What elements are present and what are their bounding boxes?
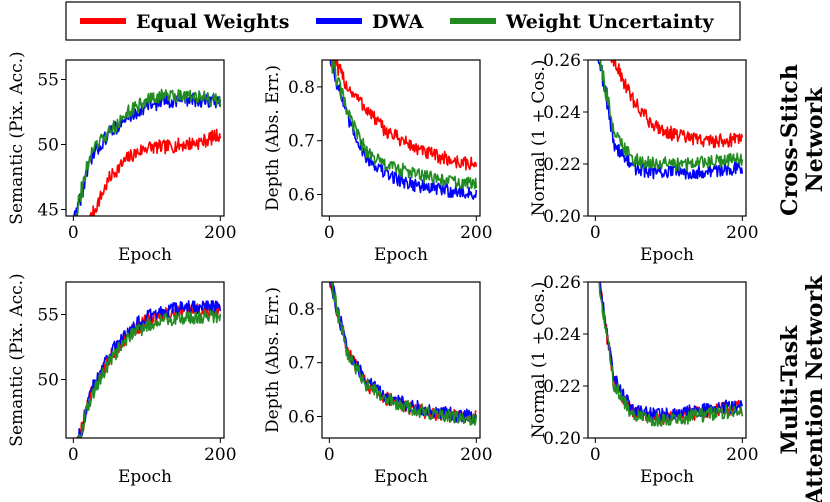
x-tick-label: 200 bbox=[460, 445, 492, 465]
panel-r0-c1: 0 200 0.6 0.7 0.8 Epoch Depth (Abs. Err.) bbox=[263, 59, 493, 265]
series-line-weight-uncertainty bbox=[329, 60, 478, 190]
y-tick-label: 0.6 bbox=[288, 185, 315, 205]
series-line-weight-uncertainty bbox=[78, 309, 222, 438]
series-line-equal-weights bbox=[598, 282, 743, 426]
row-label-bottom-line1: Multi-Task bbox=[777, 325, 803, 455]
legend-label-equal-weights: Equal Weights bbox=[136, 11, 289, 33]
plot-frame bbox=[587, 59, 747, 217]
y-tick-label: 0.24 bbox=[543, 103, 581, 123]
y-axis-label: Depth (Abs. Err.) bbox=[263, 287, 283, 433]
row-label-top: Cross-Stitch Network bbox=[777, 64, 828, 216]
series-line-weight-uncertainty bbox=[598, 282, 744, 427]
legend: Equal Weights DWA Weight Uncertainty bbox=[65, 1, 741, 41]
series-line-dwa bbox=[73, 91, 222, 216]
y-tick-label: 0.22 bbox=[543, 155, 581, 175]
x-tick-label: 0 bbox=[590, 223, 601, 243]
y-tick-label: 0.20 bbox=[543, 207, 581, 227]
x-tick-label: 200 bbox=[460, 223, 492, 243]
x-tick-label: 200 bbox=[204, 223, 236, 243]
y-tick-label: 50 bbox=[37, 136, 59, 156]
plot-frame bbox=[587, 281, 747, 439]
y-axis-label: Semantic (Pix. Acc.) bbox=[7, 273, 27, 446]
y-tick-label: 0.7 bbox=[288, 354, 315, 374]
y-tick-label: 55 bbox=[37, 71, 59, 91]
x-axis-label: Epoch bbox=[374, 467, 428, 487]
legend-frame bbox=[65, 1, 741, 41]
plot-frame bbox=[65, 281, 225, 439]
legend-label-weight-uncertainty: Weight Uncertainty bbox=[505, 11, 715, 33]
y-axis-label: Semantic (Pix. Acc.) bbox=[7, 51, 27, 224]
panel-r0-c0: 0 200 45 50 55 Epoch Semantic (Pix. Acc.) bbox=[7, 51, 237, 265]
panel-r1-c2: 0 200 0.20 0.22 0.24 0.26 Epoch Normal (1 + Cos… bbox=[529, 273, 759, 487]
series-line-equal-weights bbox=[610, 60, 744, 149]
y-tick-label: 0.8 bbox=[288, 78, 315, 98]
row-label-top-line2: Network bbox=[802, 87, 828, 192]
row-label-bottom-line2: Attention Network bbox=[802, 275, 828, 502]
series-line-equal-weights bbox=[329, 60, 478, 171]
y-axis-label: Normal (1 + Cos.) bbox=[529, 60, 549, 217]
series-line-dwa bbox=[597, 60, 744, 180]
y-tick-label: 45 bbox=[37, 201, 59, 221]
legend-label-dwa: DWA bbox=[372, 11, 424, 33]
y-axis-label: Depth (Abs. Err.) bbox=[263, 65, 283, 211]
panel-r1-c1: 0 200 0.6 0.7 0.8 Epoch Depth (Abs. Err.) bbox=[263, 281, 493, 487]
plot-frame bbox=[321, 281, 481, 439]
y-tick-label: 0.7 bbox=[288, 132, 315, 152]
panel-r0-c2: 0 200 0.20 0.22 0.24 0.26 Epoch Normal (1 + Cos… bbox=[529, 51, 759, 265]
series-line-dwa bbox=[329, 282, 478, 424]
y-tick-label: 0.8 bbox=[288, 300, 315, 320]
series-line-weight-uncertainty bbox=[75, 88, 222, 216]
y-axis-label: Normal (1 + Cos.) bbox=[529, 282, 549, 439]
row-label-bottom: Multi-Task Attention Network bbox=[777, 275, 828, 502]
y-tick-label: 50 bbox=[37, 371, 59, 391]
y-tick-label: 0.6 bbox=[288, 407, 315, 427]
x-tick-label: 0 bbox=[68, 223, 79, 243]
series-line-weight-uncertainty bbox=[330, 282, 478, 426]
plot-frame bbox=[321, 59, 481, 217]
x-axis-label: Epoch bbox=[118, 245, 172, 265]
x-tick-label: 0 bbox=[324, 223, 335, 243]
row-label-top-line1: Cross-Stitch bbox=[777, 64, 803, 216]
y-tick-label: 0.26 bbox=[543, 51, 581, 71]
series-line-dwa bbox=[329, 60, 478, 200]
y-tick-label: 0.26 bbox=[543, 273, 581, 293]
x-axis-label: Epoch bbox=[640, 245, 694, 265]
x-axis-label: Epoch bbox=[374, 245, 428, 265]
x-tick-label: 200 bbox=[726, 445, 758, 465]
y-tick-label: 0.22 bbox=[543, 377, 581, 397]
plot-frame bbox=[65, 59, 225, 217]
x-tick-label: 200 bbox=[204, 445, 236, 465]
x-axis-label: Epoch bbox=[118, 467, 172, 487]
x-tick-label: 0 bbox=[590, 445, 601, 465]
series-line-equal-weights bbox=[89, 128, 222, 216]
y-tick-label: 0.24 bbox=[543, 325, 581, 345]
x-tick-label: 200 bbox=[726, 223, 758, 243]
x-tick-label: 0 bbox=[324, 445, 335, 465]
y-tick-label: 0.20 bbox=[543, 429, 581, 449]
y-tick-label: 55 bbox=[37, 306, 59, 326]
panel-r1-c0: 0 200 50 55 Epoch Semantic (Pix. Acc.) bbox=[7, 273, 237, 487]
series-line-weight-uncertainty bbox=[599, 60, 744, 172]
x-axis-label: Epoch bbox=[640, 467, 694, 487]
x-tick-label: 0 bbox=[68, 445, 79, 465]
